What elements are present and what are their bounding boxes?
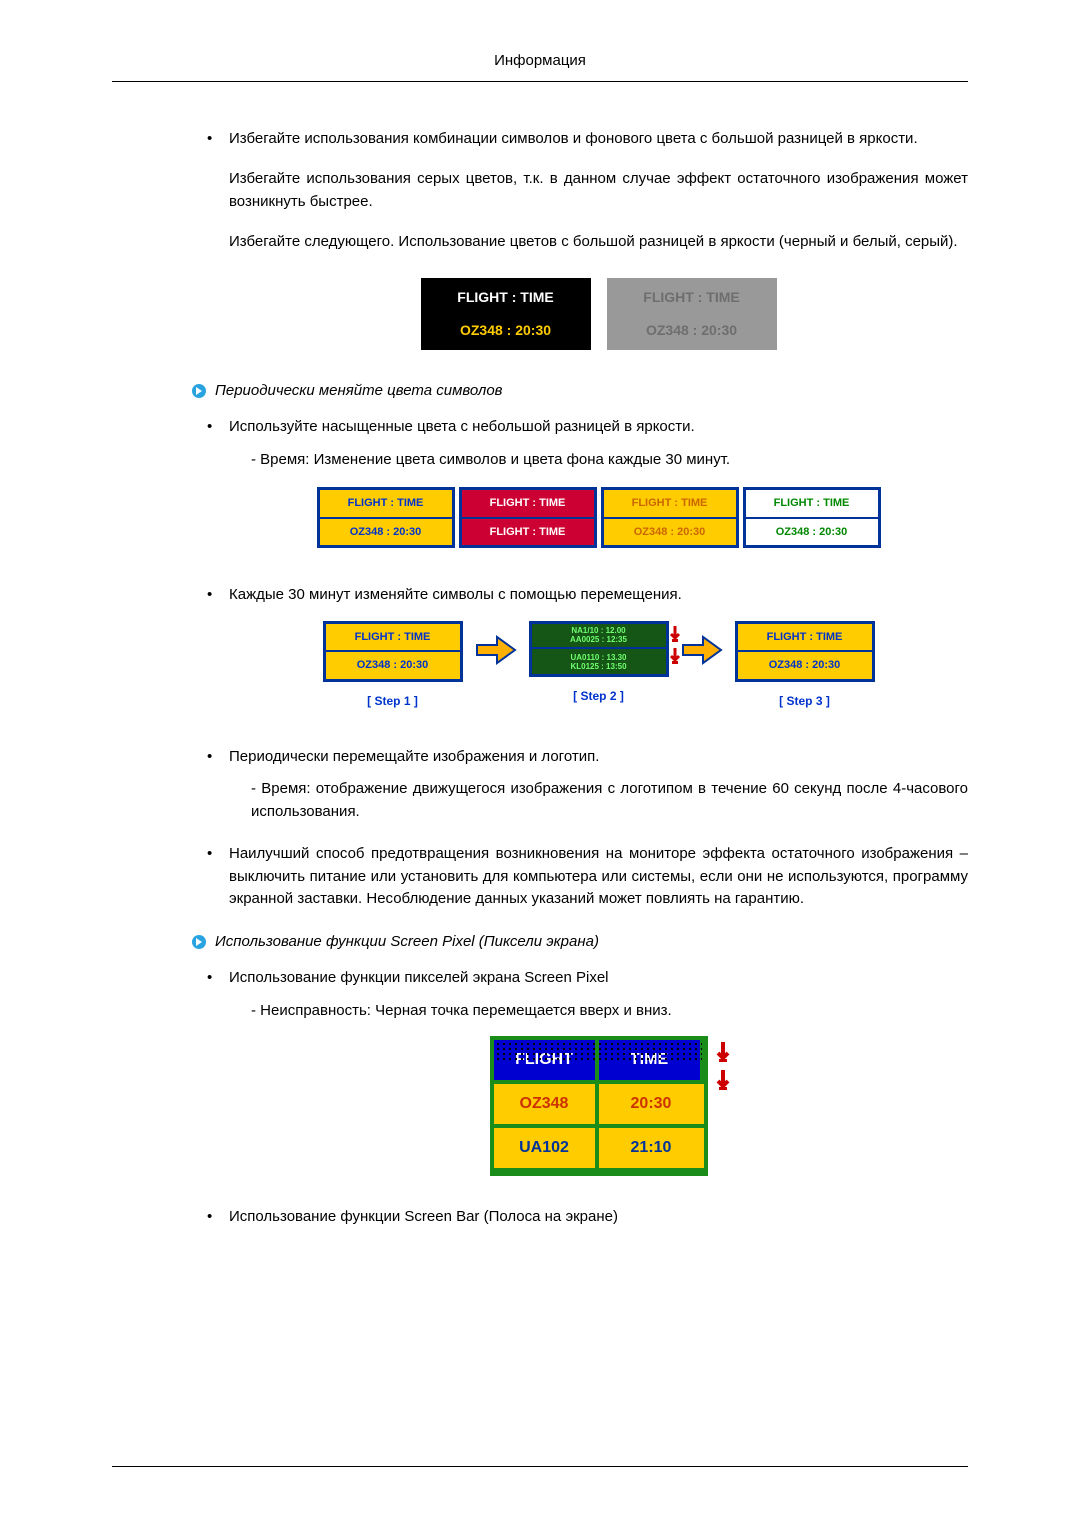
figure-contrast-example: FLIGHT : TIME OZ348 : 20:30 FLIGHT : TIM… — [229, 278, 968, 350]
bullet-move-images: Периодически перемещайте изображения и л… — [207, 746, 968, 824]
pixel-r2c1: UA102 — [494, 1128, 599, 1172]
figure-four-boxes: FLIGHT : TIMEOZ348 : 20:30FLIGHT : TIMEF… — [229, 487, 968, 548]
step2-content: NA1/10 : 12.00 AA0025 : 12:35 UA0110 : 1… — [532, 624, 666, 674]
step3-caption: [ Step 3 ] — [735, 692, 875, 710]
text-move-images: Периодически перемещайте изображения и л… — [229, 746, 968, 769]
step2-side-arrows — [668, 624, 682, 666]
step1-line2: OZ348 : 20:30 — [326, 652, 460, 679]
fig2-box-1-l1: FLIGHT : TIME — [462, 490, 594, 519]
figure-pixel-table: FLIGHT TIME OZ348 20:30 UA102 21:10 — [229, 1036, 968, 1176]
pixel-row-1: OZ348 20:30 — [494, 1084, 704, 1128]
fig1-gray-line1: FLIGHT : TIME — [610, 281, 774, 314]
figure-steps: FLIGHT : TIME OZ348 : 20:30 [ Step 1 ] N… — [229, 621, 968, 710]
fig2-box-3: FLIGHT : TIMEOZ348 : 20:30 — [743, 487, 881, 548]
pixel-table: FLIGHT TIME OZ348 20:30 UA102 21:10 — [490, 1036, 708, 1176]
text-screen-bar: Использование функции Screen Bar (Полоса… — [229, 1208, 618, 1225]
fig2-box-0-l2: OZ348 : 20:30 — [320, 519, 452, 546]
para-avoid-contrast: Избегайте следующего. Использование цвет… — [229, 231, 968, 254]
pixel-r1c1: OZ348 — [494, 1084, 599, 1128]
callout-screen-pixel: Использование функции Screen Pixel (Пикс… — [187, 931, 968, 954]
fig1-black-line2: OZ348 : 20:30 — [424, 314, 588, 347]
fig2-box-1: FLIGHT : TIMEFLIGHT : TIME — [459, 487, 597, 548]
para-avoid-gray: Избегайте использования серых цветов, т.… — [229, 168, 968, 213]
callout-change-colors: Периодически меняйте цвета символов — [187, 380, 968, 403]
bullet-avoid-combo: Избегайте использования комбинации симво… — [207, 128, 968, 350]
step3-col: FLIGHT : TIME OZ348 : 20:30 [ Step 3 ] — [735, 621, 875, 710]
footer-rule — [112, 1466, 968, 1467]
pixel-th-flight: FLIGHT — [494, 1040, 599, 1084]
fig2-box-0: FLIGHT : TIMEOZ348 : 20:30 — [317, 487, 455, 548]
fig2-box-3-l2: OZ348 : 20:30 — [746, 519, 878, 546]
step1-caption: [ Step 1 ] — [323, 692, 463, 710]
arrow-circle-icon — [191, 383, 207, 399]
step2-l1: NA1/10 : 12.00 — [534, 626, 664, 636]
fig2-box-2-l2: OZ348 : 20:30 — [604, 519, 736, 546]
step3-line1: FLIGHT : TIME — [738, 624, 872, 653]
text-move-30min: Каждые 30 минут изменяйте символы с помо… — [229, 584, 968, 607]
step1-line1: FLIGHT : TIME — [326, 624, 460, 653]
step1-box: FLIGHT : TIME OZ348 : 20:30 — [323, 621, 463, 682]
sub-black-dot: - Неисправность: Черная точка перемещает… — [229, 1000, 968, 1023]
sub-60sec: - Время: отображение движущегося изображ… — [229, 778, 968, 823]
arrow-circle-icon-2 — [191, 934, 207, 950]
bullet-screen-bar: Использование функции Screen Bar (Полоса… — [207, 1206, 968, 1229]
pixel-row-2: UA102 21:10 — [494, 1128, 704, 1172]
para-avoid-combo: Избегайте использования комбинации симво… — [229, 128, 968, 151]
bullet-use-saturated: Используйте насыщенные цвета с небольшой… — [207, 416, 968, 548]
step3-line2: OZ348 : 20:30 — [738, 652, 872, 679]
pixel-updown-arrows — [714, 1040, 732, 1092]
fig2-box-2: FLIGHT : TIMEOZ348 : 20:30 — [601, 487, 739, 548]
text-best-way: Наилучший способ предотвращения возникно… — [229, 845, 968, 907]
fig1-gray-line2: OZ348 : 20:30 — [610, 314, 774, 347]
pixel-r2c2: 21:10 — [599, 1128, 704, 1172]
step-arrow-2 — [681, 635, 723, 665]
fig1-gray-panel: FLIGHT : TIME OZ348 : 20:30 — [607, 278, 777, 350]
pixel-thead: FLIGHT TIME — [494, 1040, 704, 1084]
fig1-black-panel: FLIGHT : TIME OZ348 : 20:30 — [421, 278, 591, 350]
fig2-box-2-l1: FLIGHT : TIME — [604, 490, 736, 519]
callout1-text: Периодически меняйте цвета символов — [215, 380, 503, 403]
step3-box: FLIGHT : TIME OZ348 : 20:30 — [735, 621, 875, 682]
bullet-best-way: Наилучший способ предотвращения возникно… — [207, 843, 968, 911]
text-pixel-func: Использование функции пикселей экрана Sc… — [229, 967, 968, 990]
step2-l3: UA0110 : 13.30 — [534, 653, 664, 663]
page-header: Информация — [112, 50, 968, 82]
step2-caption: [ Step 2 ] — [529, 687, 669, 705]
text-use-saturated: Используйте насыщенные цвета с небольшой… — [229, 416, 968, 439]
fig2-box-1-l2: FLIGHT : TIME — [462, 519, 594, 546]
callout2-text: Использование функции Screen Pixel (Пикс… — [215, 931, 599, 954]
fig1-black-line1: FLIGHT : TIME — [424, 281, 588, 314]
step2-l2: AA0025 : 12:35 — [534, 635, 664, 645]
step2-l4: KL0125 : 13:50 — [534, 662, 664, 672]
step2-col: NA1/10 : 12.00 AA0025 : 12:35 UA0110 : 1… — [529, 621, 669, 705]
bullet-pixel-func: Использование функции пикселей экрана Sc… — [207, 967, 968, 1176]
bullet-move-30min: Каждые 30 минут изменяйте символы с помо… — [207, 584, 968, 710]
pixel-r1c2: 20:30 — [599, 1084, 704, 1128]
fig2-box-3-l1: FLIGHT : TIME — [746, 490, 878, 519]
step2-box: NA1/10 : 12.00 AA0025 : 12:35 UA0110 : 1… — [529, 621, 669, 677]
sub-change-30min: - Время: Изменение цвета символов и цвет… — [229, 449, 968, 472]
step1-col: FLIGHT : TIME OZ348 : 20:30 [ Step 1 ] — [323, 621, 463, 710]
pixel-th-time: TIME — [599, 1040, 704, 1084]
step-arrow-1 — [475, 635, 517, 665]
fig2-box-0-l1: FLIGHT : TIME — [320, 490, 452, 519]
